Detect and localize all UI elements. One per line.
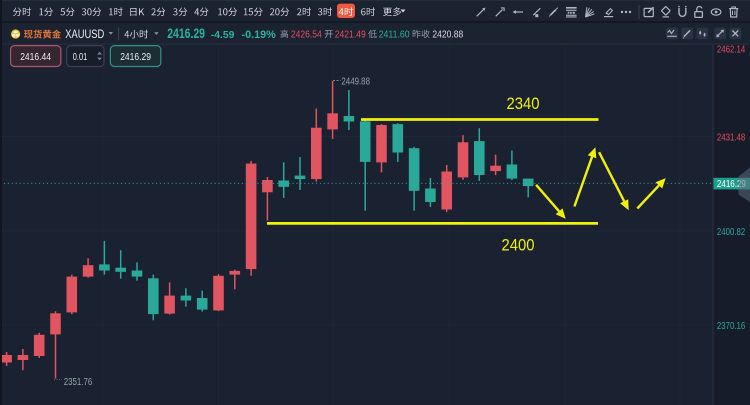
svg-text:-0.19%: -0.19% — [242, 29, 277, 41]
svg-text:2411.60: 2411.60 — [379, 30, 410, 41]
svg-text:2462.14: 2462.14 — [717, 45, 746, 56]
svg-text:2416.29: 2416.29 — [120, 52, 151, 63]
svg-text:2431.48: 2431.48 — [717, 133, 746, 144]
svg-text:2340: 2340 — [507, 94, 540, 113]
svg-text:2426.54: 2426.54 — [291, 30, 322, 41]
svg-text:XAUUSD: XAUUSD — [65, 27, 104, 41]
svg-text:2370.16: 2370.16 — [717, 321, 746, 332]
svg-text:2416.29: 2416.29 — [717, 179, 746, 190]
svg-text:2416.44: 2416.44 — [20, 52, 51, 63]
svg-text:2416.29: 2416.29 — [167, 26, 205, 41]
svg-text:-4.59: -4.59 — [211, 30, 235, 41]
svg-text:0.01: 0.01 — [73, 52, 88, 63]
svg-text:2351.76: 2351.76 — [64, 377, 93, 388]
svg-text:2400.82: 2400.82 — [717, 227, 746, 238]
svg-text:2421.49: 2421.49 — [335, 30, 366, 41]
svg-text:2449.88: 2449.88 — [341, 76, 370, 87]
svg-text:2400: 2400 — [502, 235, 535, 254]
svg-text:2420.88: 2420.88 — [432, 30, 463, 41]
